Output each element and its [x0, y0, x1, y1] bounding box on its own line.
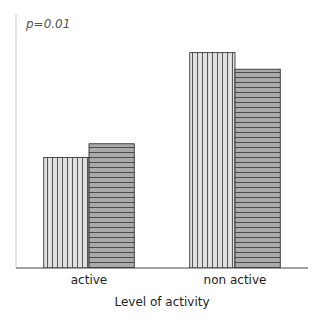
chart-svg: active non active Level of activity p=0.01 [0, 0, 320, 320]
x-tick-label: active [71, 273, 107, 287]
annotation: p=0.01 [25, 17, 70, 31]
bar [190, 53, 235, 268]
y-range-line [16, 14, 17, 268]
x-tick-label: non active [204, 273, 267, 287]
x-axis-label: Level of activity [114, 295, 209, 309]
bar [235, 69, 280, 268]
chart-container: active non active Level of activity p=0.01 [0, 0, 320, 320]
bars [44, 53, 281, 268]
x-axis-line [16, 268, 308, 269]
bar [89, 144, 134, 268]
bar [44, 158, 89, 268]
